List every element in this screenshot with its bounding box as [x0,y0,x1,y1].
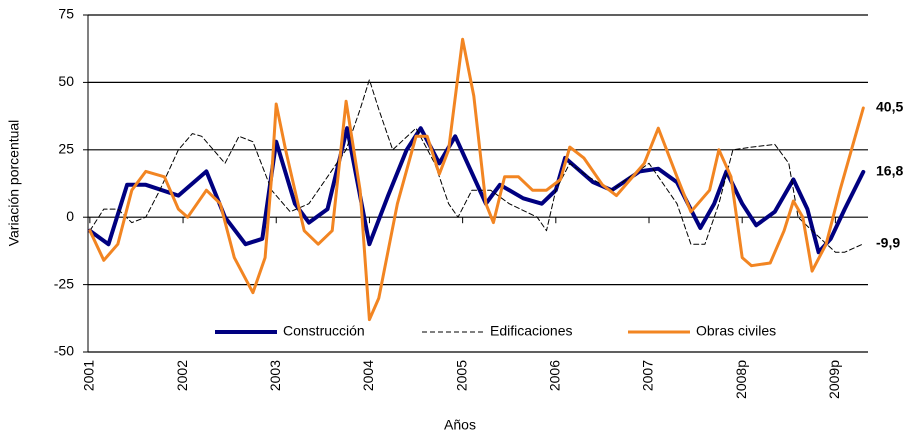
x-tick-label: 2009p [826,360,842,399]
x-tick-label: 2005 [453,360,469,391]
series-line [88,37,865,322]
y-axis-label: Variación porcentual [6,120,22,247]
x-tick-label: 2002 [174,360,190,391]
x-tick-label: 2006 [547,360,563,391]
y-tick-label: -50 [54,343,74,359]
y-tick-label: 25 [58,141,74,157]
x-tick-label: 2004 [360,360,376,391]
series-line [87,126,866,255]
x-tick-label: 2007 [640,360,656,391]
value-label: 40,5 [876,99,903,115]
value-label: 16,8 [876,163,903,179]
legend-label: Edificaciones [490,323,573,339]
value-label: -9,9 [876,235,900,251]
series-line [89,79,864,253]
y-tick-label: 0 [66,208,74,224]
x-tick-label: 2001 [81,360,97,391]
y-tick-label: -25 [54,275,74,291]
x-tick-label: 2008p [733,360,749,399]
x-axis-label: Años [444,417,476,433]
legend: Construcción Edificaciones Obras civiles [215,323,776,339]
x-tick-label: 2003 [267,360,283,391]
y-tick-label: 75 [58,6,74,22]
legend-label: Construcción [283,323,365,339]
legend-label: Obras civiles [696,323,776,339]
y-tick-label: 50 [58,73,74,89]
